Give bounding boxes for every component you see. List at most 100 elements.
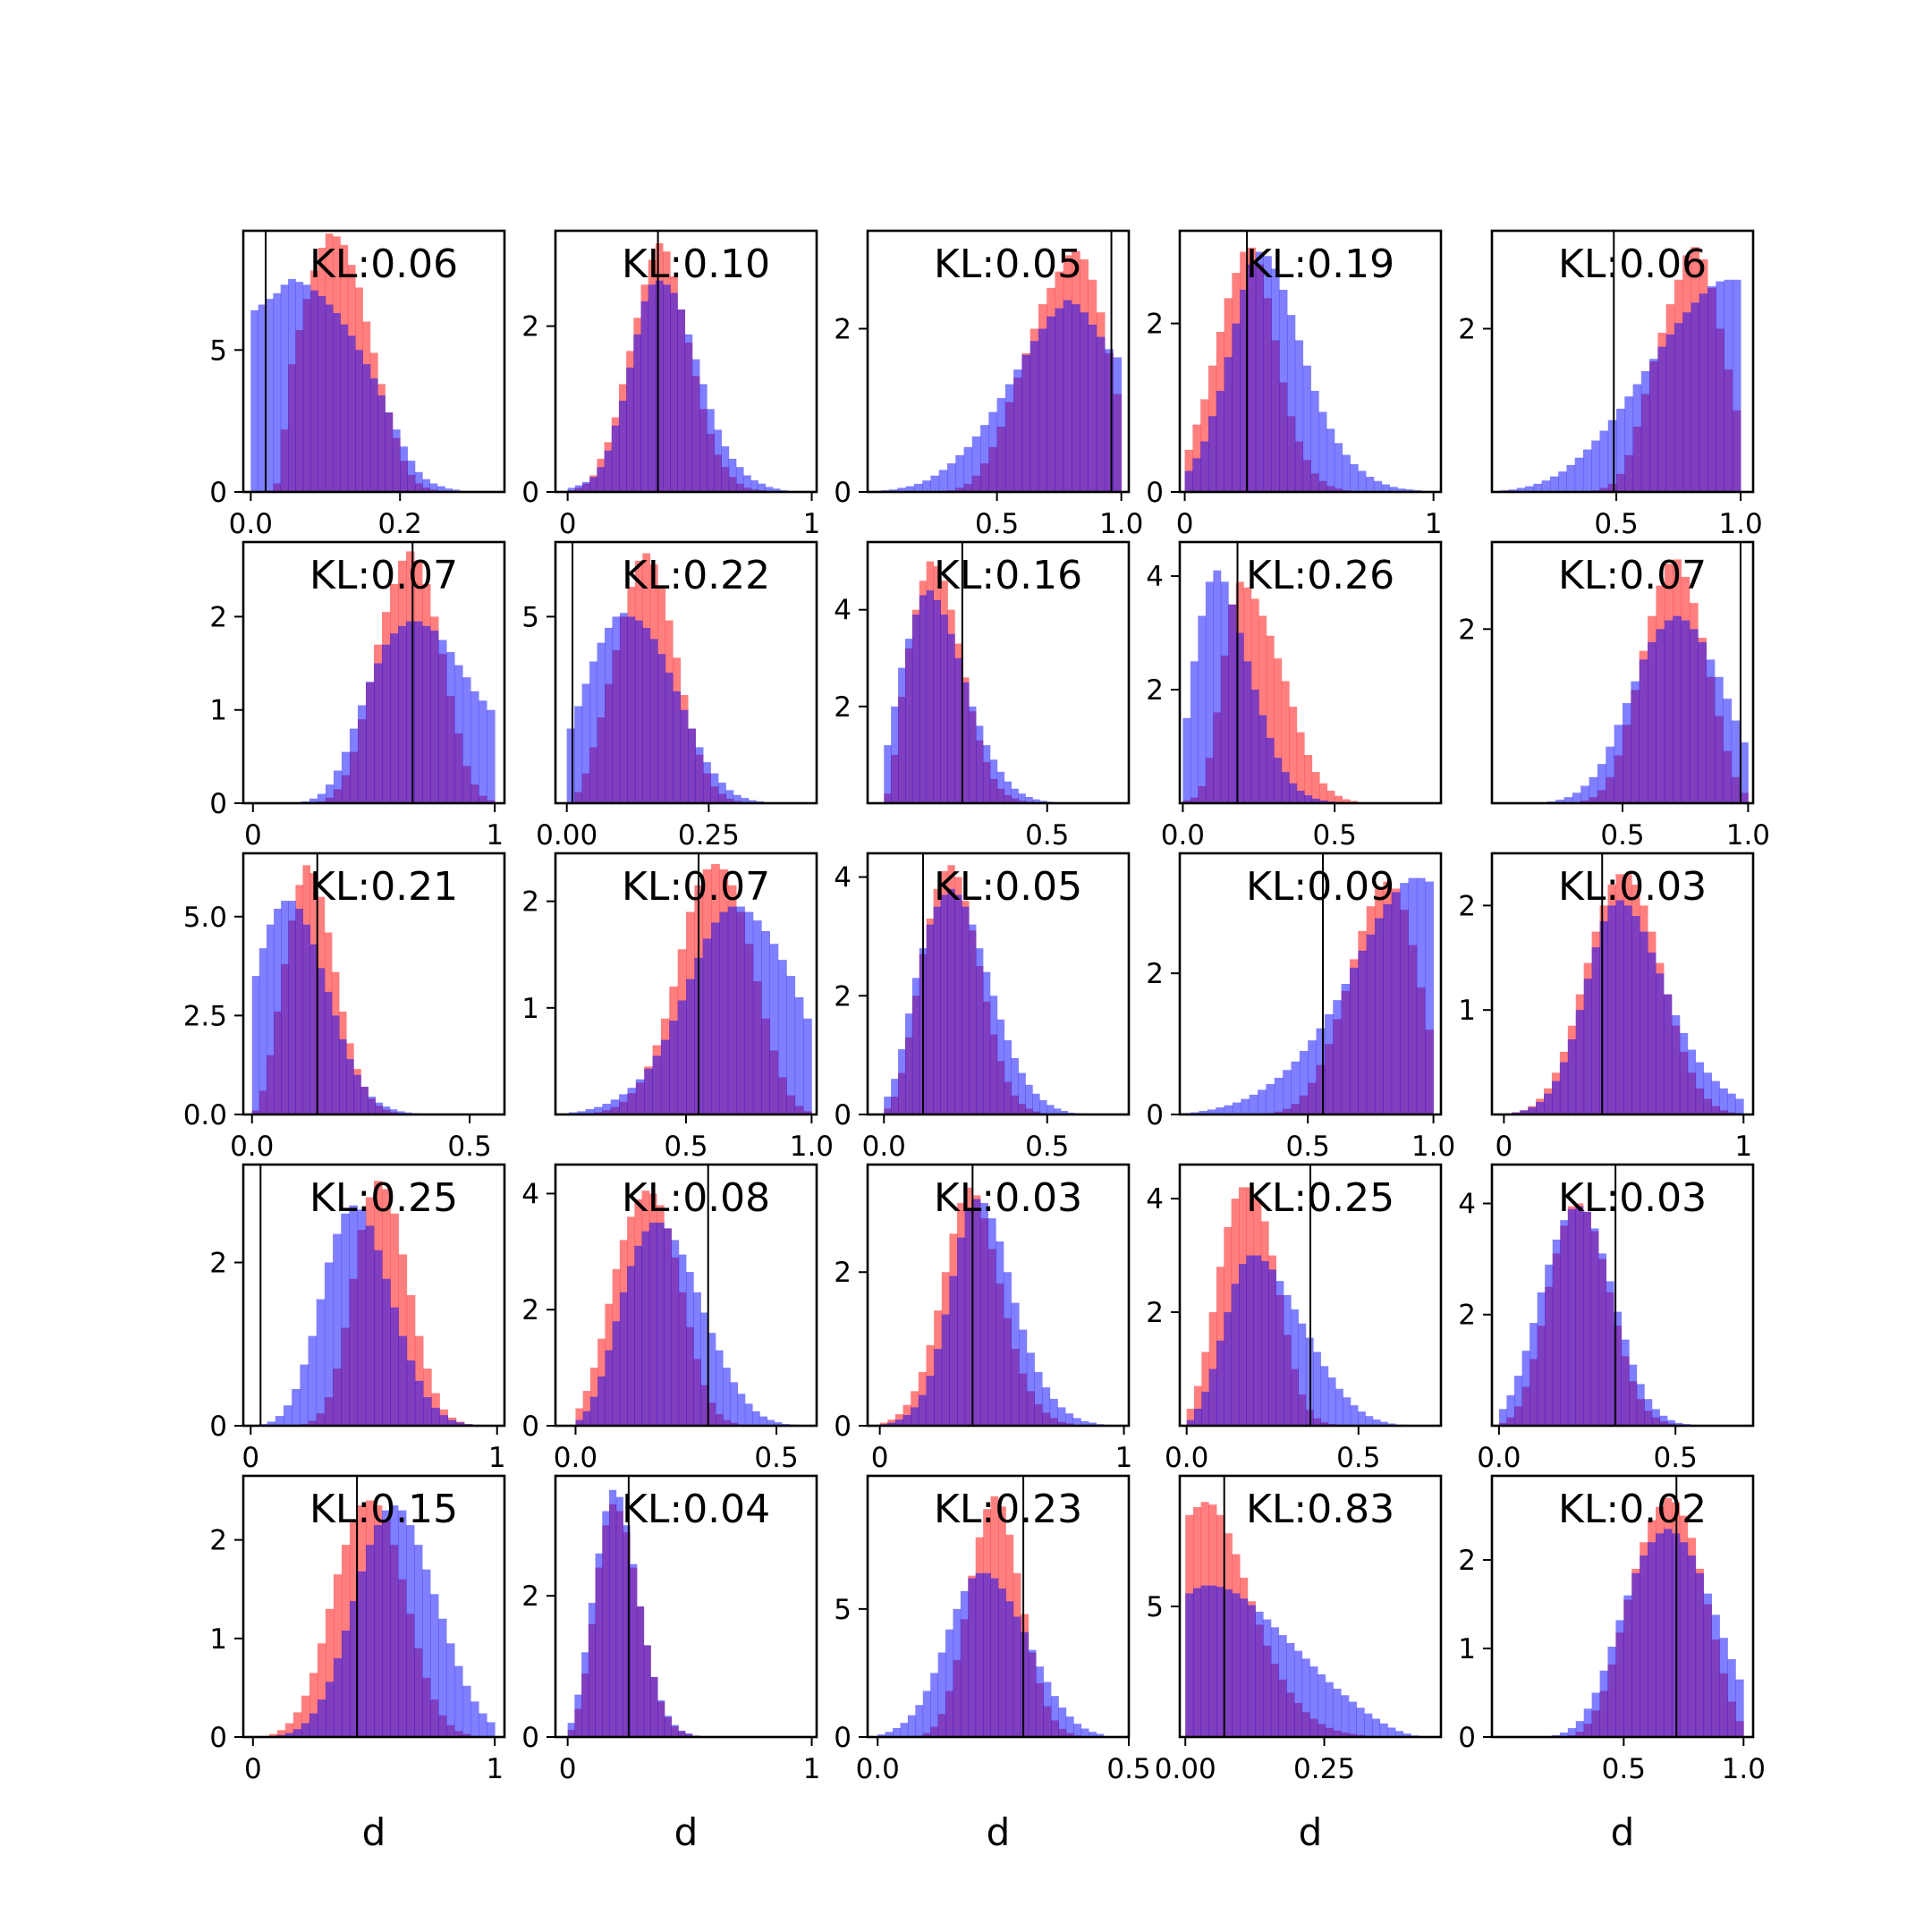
panel-frame <box>1178 540 1443 805</box>
blue-bar <box>1011 788 1019 803</box>
y-tick-label: 2 <box>521 311 539 343</box>
blue-bar <box>1349 967 1359 1114</box>
x-tick-label: 1 <box>486 1753 504 1785</box>
panel-frame <box>1178 1163 1443 1428</box>
blue-bar <box>1590 1228 1599 1426</box>
blue-bar <box>686 1272 694 1426</box>
blue-bar <box>325 304 334 492</box>
red-bar <box>292 1712 302 1737</box>
blue-bar <box>905 486 915 492</box>
blue-bar <box>803 1018 812 1114</box>
blue-histogram <box>567 280 788 492</box>
blue-bar <box>341 1213 350 1426</box>
panel-4-5: 0.0 0.5 2 4 KL:0.03 <box>1458 1163 1755 1474</box>
blue-bar <box>273 292 282 492</box>
blue-bar <box>1096 1733 1105 1737</box>
blue-bar <box>1113 357 1123 492</box>
blue-bar <box>954 894 962 1114</box>
x-tick-label: 1.0 <box>1099 508 1143 540</box>
blue-bar <box>670 292 678 492</box>
y-tick-label: 2 <box>1146 309 1164 341</box>
blue-bar <box>1333 1688 1342 1737</box>
blue-bar <box>684 334 693 492</box>
blue-bar <box>368 1097 377 1114</box>
blue-bar <box>657 654 666 803</box>
blue-bar <box>725 790 734 803</box>
blue-bar <box>1567 1208 1576 1426</box>
blue-bar <box>743 475 751 492</box>
blue-bar <box>964 1210 973 1426</box>
blue-bar <box>250 309 259 492</box>
x-tick-label: 0.0 <box>230 1131 274 1163</box>
blue-bar <box>680 709 689 803</box>
blue-bar <box>671 1240 680 1426</box>
blue-bar <box>1019 1329 1028 1426</box>
panel-frame <box>1490 229 1755 494</box>
blue-histogram <box>567 1489 707 1737</box>
blue-bar <box>1335 1388 1343 1426</box>
blue-bar <box>744 1403 753 1426</box>
y-tick-label: 0 <box>209 788 227 820</box>
blue-bar <box>922 1690 931 1737</box>
blue-bar <box>1246 1255 1254 1426</box>
panel-frame <box>554 1163 818 1428</box>
blue-bar <box>1358 1411 1366 1426</box>
y-tick-label: 4 <box>1146 561 1164 593</box>
blue-bar <box>258 304 267 492</box>
blue-bar <box>1283 1070 1292 1114</box>
blue-bar <box>1289 783 1298 803</box>
blue-bar <box>1311 798 1320 803</box>
blue-bar <box>398 625 407 803</box>
panel-plot-area <box>258 1165 481 1426</box>
blue-bar <box>436 486 445 492</box>
blue-bar <box>1699 293 1708 492</box>
blue-bar <box>275 1416 284 1426</box>
blue-bar <box>1506 1394 1515 1426</box>
blue-bar <box>1651 1409 1660 1426</box>
blue-bar <box>1695 1572 1705 1737</box>
x-axis-label: d <box>1299 1810 1323 1854</box>
blue-histogram <box>1504 900 1744 1114</box>
blue-bar <box>349 1205 359 1426</box>
x-tick-label: 0.5 <box>975 508 1019 540</box>
blue-bar <box>1320 1366 1329 1426</box>
blue-bar <box>1520 1110 1529 1114</box>
panel-frame <box>554 229 818 494</box>
panel-5-4: 0.00 0.25 5 KL:0.83 d <box>1146 1474 1443 1854</box>
y-tick-label: 2 <box>1458 314 1476 346</box>
x-tick-label: 0 <box>1176 508 1194 540</box>
blue-bar <box>331 1015 340 1114</box>
blue-bar <box>567 1723 575 1737</box>
blue-bar <box>1039 1100 1047 1114</box>
blue-bar <box>968 1578 977 1737</box>
blue-bar <box>470 691 479 803</box>
blue-bar <box>594 1106 603 1114</box>
red-bar <box>301 1695 310 1737</box>
blue-bar <box>1674 323 1683 492</box>
blue-bar <box>1636 1384 1645 1426</box>
blue-bar <box>1030 341 1039 492</box>
red-bar <box>1281 681 1290 803</box>
blue-bar <box>750 480 758 492</box>
kl-annotation: KL:0.22 <box>622 553 770 598</box>
blue-bar <box>710 773 719 803</box>
blue-bar <box>1533 483 1543 492</box>
y-tick-label: 0 <box>521 1411 539 1443</box>
blue-bar <box>717 783 726 803</box>
blue-bar <box>1343 1397 1352 1426</box>
x-tick-label: 1 <box>1425 508 1443 540</box>
blue-bar <box>430 631 439 803</box>
blue-bar <box>324 991 333 1114</box>
blue-bar <box>597 642 606 803</box>
blue-bar <box>686 979 695 1114</box>
red-bar <box>284 1723 294 1737</box>
blue-bar <box>1640 370 1650 492</box>
blue-bar <box>1525 486 1534 492</box>
blue-bar <box>996 1241 1004 1426</box>
blue-bar <box>962 906 970 1114</box>
blue-bar <box>365 682 375 803</box>
blue-bar <box>1324 1013 1334 1114</box>
blue-bar <box>1291 1061 1301 1114</box>
blue-bar <box>708 1333 716 1426</box>
x-tick-label: 0.5 <box>664 1131 708 1163</box>
